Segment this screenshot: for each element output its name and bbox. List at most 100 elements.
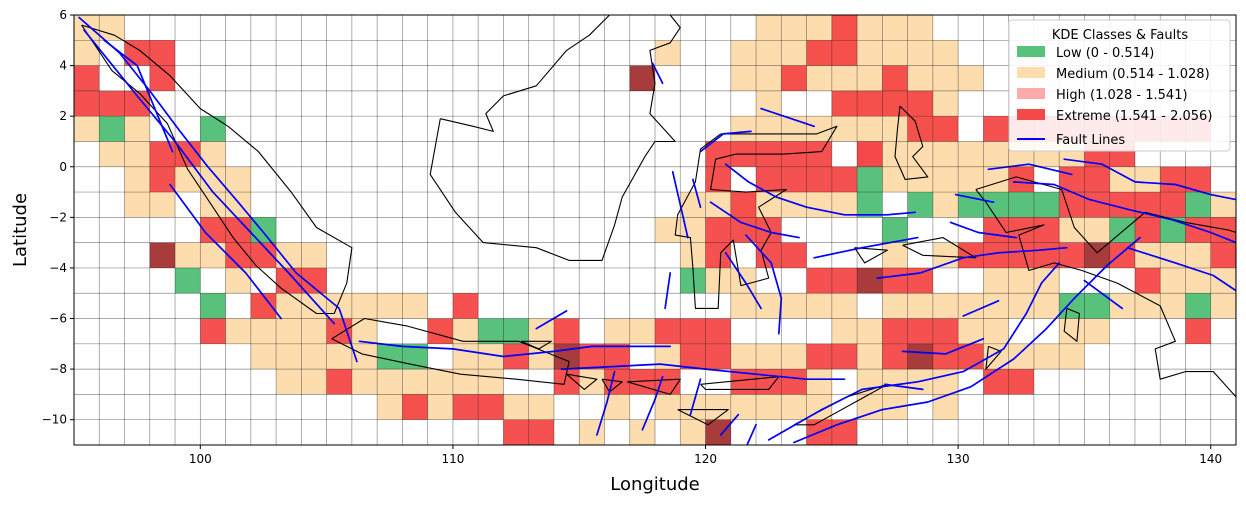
kde-cell-medium	[932, 65, 959, 91]
kde-cell-medium	[74, 116, 100, 142]
kde-cell-medium	[958, 141, 984, 167]
kde-cell-low	[882, 217, 908, 243]
kde-cell-medium	[1134, 242, 1161, 268]
kde-cell-medium	[1008, 343, 1034, 370]
kde-cell-extreme	[200, 318, 226, 344]
kde-cell-extreme	[781, 242, 807, 268]
kde-cell-medium	[99, 15, 125, 41]
kde-cell-extreme	[882, 343, 908, 370]
kde-cell-low	[1084, 293, 1110, 319]
kde-cell-medium	[301, 343, 327, 370]
kde-cell-medium	[1059, 343, 1085, 370]
kde-cell-extreme-peak	[1084, 242, 1110, 268]
kde-cell-medium	[882, 242, 908, 268]
axis-ticks: 100 110 120 130 140 6 4 2 0 −2 −4 −6 −8 −10	[42, 8, 1223, 466]
kde-cell-medium	[730, 343, 757, 370]
kde-cell-extreme	[503, 419, 529, 445]
kde-cell-extreme	[1008, 242, 1034, 268]
kde-cell-medium	[74, 15, 100, 41]
kde-cell-medium	[402, 369, 428, 395]
fault-line	[358, 340, 672, 358]
kde-cell-medium	[528, 343, 554, 370]
kde-cell-medium	[857, 116, 883, 142]
kde-cell-medium	[680, 419, 706, 445]
kde-cell-medium	[528, 318, 554, 344]
kde-cell-medium	[907, 293, 933, 319]
kde-cell-extreme	[175, 141, 201, 167]
kde-cell-medium	[806, 369, 832, 395]
kde-cell-extreme	[705, 217, 731, 243]
fault-line	[884, 383, 924, 391]
kde-cell-extreme	[149, 141, 176, 167]
kde-cell-extreme	[326, 369, 352, 395]
kde-cell-medium	[377, 293, 403, 319]
kde-cell-extreme	[907, 90, 933, 117]
kde-cell-extreme	[983, 369, 1009, 395]
plot-frame	[73, 14, 1237, 446]
kde-cell-extreme	[1084, 166, 1110, 193]
x-axis-label: Longitude	[610, 474, 700, 495]
kde-cell-extreme	[553, 318, 580, 344]
kde-cell-extreme	[124, 40, 150, 66]
kde-cell-medium	[427, 369, 453, 395]
kde-cell-medium	[301, 242, 327, 268]
x-tick-label: 110	[441, 452, 464, 466]
kde-cell-medium	[907, 166, 933, 193]
kde-cell-extreme	[705, 141, 731, 167]
kde-cell-extreme	[932, 116, 959, 142]
kde-cell-medium	[1210, 293, 1236, 319]
kde-cell-medium	[756, 15, 782, 41]
kde-cell-extreme	[806, 40, 832, 66]
kde-cell-extreme	[74, 65, 100, 91]
kde-cell-medium	[730, 116, 757, 142]
kde-cell-extreme	[806, 166, 832, 193]
kde-cell-medium	[301, 318, 327, 344]
kde-cell-medium	[604, 318, 630, 344]
kde-cell-medium	[1210, 267, 1236, 294]
fault-lines	[78, 16, 1236, 445]
kde-cell-medium	[857, 318, 883, 344]
kde-cell-medium	[756, 40, 782, 66]
coastline	[677, 409, 729, 426]
kde-cell-medium	[225, 267, 251, 294]
kde-cell-extreme	[882, 318, 908, 344]
kde-cell-extreme	[149, 166, 176, 193]
kde-cell-extreme	[1210, 217, 1236, 243]
fault-line	[1083, 279, 1124, 310]
kde-cell-low	[1059, 293, 1085, 319]
y-axis-label: Latitude	[10, 193, 31, 267]
kde-cell-low	[1185, 192, 1211, 218]
kde-cell-extreme	[604, 343, 630, 370]
kde-cell-medium	[781, 394, 807, 420]
kde-cell-medium	[907, 40, 933, 66]
legend-label-low: Low (0 - 0.514)	[1056, 46, 1154, 61]
fault-line	[641, 375, 664, 431]
kde-cell-extreme	[1059, 242, 1085, 268]
kde-cell-medium	[730, 394, 757, 420]
kde-cell-extreme	[756, 369, 782, 395]
kde-cell-medium	[831, 116, 858, 142]
kde-cell-extreme	[705, 318, 731, 344]
kde-cell-medium	[1160, 267, 1186, 294]
coastline	[520, 340, 552, 350]
fault-line	[664, 272, 672, 310]
kde-cell-extreme	[831, 166, 858, 193]
kde-cell-extreme	[781, 369, 807, 395]
kde-cell-medium	[730, 293, 757, 319]
kde-cell-low	[1185, 293, 1211, 319]
kde-cell-medium	[756, 90, 782, 117]
kde-cell-medium	[781, 293, 807, 319]
kde-cell-extreme	[983, 116, 1009, 142]
kde-cell-extreme	[831, 15, 858, 41]
kde-cell-medium	[831, 293, 858, 319]
kde-cell-extreme	[1008, 369, 1034, 395]
kde-cell-extreme	[756, 242, 782, 268]
kde-cell-extreme	[1033, 242, 1060, 268]
kde-cell-medium	[882, 40, 908, 66]
kde-cell-medium	[781, 40, 807, 66]
kde-cell-extreme	[655, 318, 681, 344]
kde-cell-medium	[983, 267, 1009, 294]
fault-line	[560, 363, 846, 381]
kde-cell-medium	[124, 192, 150, 218]
fault-line	[699, 130, 752, 153]
